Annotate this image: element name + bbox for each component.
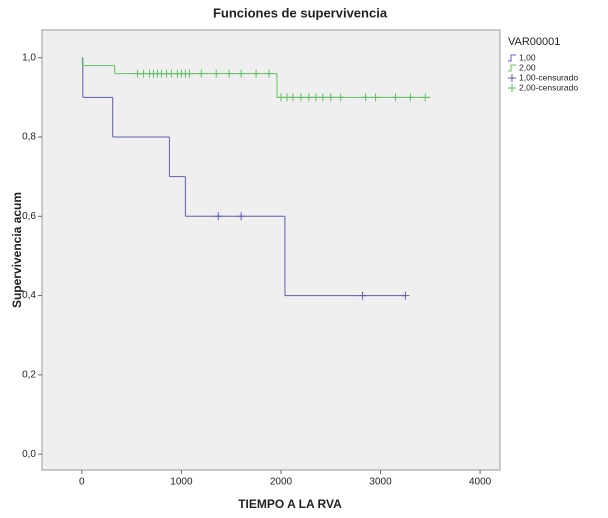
x-axis-label: TIEMPO A LA RVA: [238, 497, 342, 511]
censor-mark: [212, 69, 221, 78]
x-tick-label: 1000: [170, 477, 193, 488]
censor-mark: [288, 93, 297, 102]
y-axis-label: Supervivencia acum: [10, 192, 24, 308]
legend-label: 1,00-censurado: [519, 72, 578, 82]
censor-mark: [358, 291, 367, 300]
censor-mark: [197, 69, 206, 78]
legend-symbol: [508, 84, 516, 92]
censor-mark: [371, 93, 380, 102]
censor-mark: [237, 69, 246, 78]
x-tick-label: 4000: [469, 477, 492, 488]
censor-mark: [237, 212, 246, 221]
x-tick-label: 2000: [270, 477, 293, 488]
censor-mark: [391, 93, 400, 102]
censor-mark: [265, 69, 274, 78]
censor-mark: [421, 93, 430, 102]
legend-symbol: [508, 54, 516, 62]
censor-mark: [185, 69, 194, 78]
censor-mark: [311, 93, 320, 102]
censor-mark: [296, 93, 305, 102]
legend-label: 2,00: [519, 62, 536, 72]
y-tick-label: 0,0: [22, 449, 36, 460]
censor-mark: [214, 212, 223, 221]
x-tick-label: 0: [79, 477, 85, 488]
censor-mark: [304, 93, 313, 102]
plot-area: [41, 29, 501, 471]
y-tick-label: 0,6: [22, 211, 36, 222]
censor-mark: [225, 69, 234, 78]
censor-mark: [336, 93, 345, 102]
censor-mark: [401, 291, 410, 300]
y-tick-label: 0,8: [22, 132, 36, 143]
censor-mark: [326, 93, 335, 102]
censor-mark: [406, 93, 415, 102]
censor-mark: [252, 69, 261, 78]
censor-mark: [361, 93, 370, 102]
y-tick-label: 0,4: [22, 290, 36, 301]
y-tick-label: 0,2: [22, 370, 36, 381]
censor-mark: [318, 93, 327, 102]
legend-label: 2,00-censurado: [519, 82, 578, 92]
legend-label: 1,00: [519, 52, 536, 62]
legend-title: VAR00001: [508, 36, 560, 48]
legend-symbol: [508, 74, 516, 82]
chart-title: Funciones de supervivencia: [213, 5, 388, 20]
y-tick-label: 1,0: [22, 52, 36, 63]
legend-symbol: [508, 64, 516, 72]
x-tick-label: 3000: [369, 477, 392, 488]
